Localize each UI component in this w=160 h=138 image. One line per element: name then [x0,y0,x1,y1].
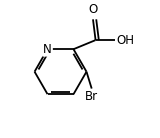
Text: N: N [43,43,52,56]
Text: OH: OH [116,34,134,47]
Text: Br: Br [85,90,98,103]
Text: O: O [88,3,98,16]
